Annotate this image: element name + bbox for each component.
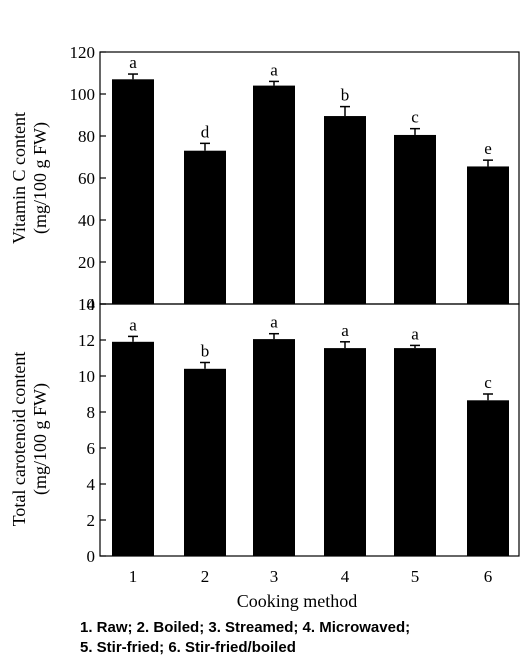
- vitamin-c-y-tick-label: 0: [87, 295, 96, 314]
- carotenoid-bar-2: [184, 368, 226, 556]
- carotenoid-bar-1: [112, 341, 154, 556]
- x-tick-label: 5: [411, 567, 420, 586]
- vitamin-c-significance-letter-2: d: [201, 122, 210, 141]
- x-tick-label: 6: [484, 567, 493, 586]
- vitamin-c-bar-5: [394, 134, 436, 304]
- legend-line-2: 5. Stir-fried; 6. Stir-fried/boiled: [80, 639, 296, 656]
- x-tick-label: 3: [270, 567, 279, 586]
- vitamin-c-bar-4: [324, 116, 366, 304]
- vitamin-c-significance-letter-5: c: [411, 108, 419, 127]
- carotenoid-significance-letter-5: a: [411, 324, 419, 343]
- carotenoid-y-tick-label: 2: [87, 511, 96, 530]
- vitamin-c-significance-letter-1: a: [129, 53, 137, 72]
- vitamin-c-y-tick-label: 100: [70, 85, 96, 104]
- carotenoid-bar-4: [324, 348, 366, 556]
- carotenoid-y-tick-label: 12: [78, 331, 95, 350]
- vitamin-c-y-axis-label-line2: (mg/100 g FW): [30, 122, 51, 234]
- carotenoid-bar-5: [394, 348, 436, 556]
- carotenoid-panel: Total carotenoid content (mg/100 g FW) 0…: [9, 295, 520, 566]
- carotenoid-significance-letter-4: a: [341, 321, 349, 340]
- legend-line-1: 1. Raw; 2. Boiled; 3. Streamed; 4. Micro…: [80, 619, 411, 636]
- carotenoid-significance-letter-3: a: [270, 313, 278, 332]
- x-axis: 1 2 3 4 5 6: [129, 550, 493, 586]
- vitamin-c-y-tick-label: 60: [78, 169, 95, 188]
- carotenoid-y-tick-label: 0: [87, 547, 96, 566]
- carotenoid-y-tick-label: 4: [87, 475, 96, 494]
- x-tick-label: 4: [341, 567, 350, 586]
- vitamin-c-significance-letter-3: a: [270, 60, 278, 79]
- carotenoid-significance-letter-2: b: [201, 342, 210, 361]
- x-tick-label: 2: [201, 567, 210, 586]
- carotenoid-significance-letter-1: a: [129, 315, 137, 334]
- x-axis-label: Cooking method: [237, 591, 358, 611]
- vitamin-c-bar-6: [467, 166, 509, 304]
- carotenoid-bar-3: [253, 339, 295, 556]
- x-tick-label: 1: [129, 567, 138, 586]
- carotenoid-y-axis-label-line2: (mg/100 g FW): [30, 383, 51, 495]
- vitamin-c-significance-letter-4: b: [341, 86, 350, 105]
- carotenoid-plot-frame: [99, 303, 520, 557]
- vitamin-c-y-tick-label: 40: [78, 211, 95, 230]
- vitamin-c-plot-frame: [99, 51, 520, 305]
- vitamin-c-bar-3: [253, 85, 295, 304]
- carotenoid-y-tick-label: 10: [78, 367, 95, 386]
- carotenoid-bar-6: [467, 400, 509, 556]
- vitamin-c-y-tick-label: 20: [78, 253, 95, 272]
- carotenoid-y-tick-label: 14: [78, 295, 96, 314]
- carotenoid-y-axis-label-line1: Total carotenoid content: [9, 352, 29, 527]
- vitamin-c-y-tick-label: 80: [78, 127, 95, 146]
- carotenoid-y-tick-label: 8: [87, 403, 96, 422]
- vitamin-c-bar-2: [184, 150, 226, 304]
- vitamin-c-y-axis-label-line1: Vitamin C content: [9, 112, 29, 244]
- vitamin-c-significance-letter-6: e: [484, 139, 492, 158]
- vitamin-c-bar-1: [112, 79, 154, 304]
- vitamin-c-y-tick-label: 120: [70, 43, 96, 62]
- carotenoid-y-tick-label: 6: [87, 439, 96, 458]
- carotenoid-significance-letter-6: c: [484, 373, 492, 392]
- cooking-method-legend: 1. Raw; 2. Boiled; 3. Streamed; 4. Micro…: [80, 618, 525, 658]
- vitamin-c-panel: Vitamin C content (mg/100 g FW) 0 20 40 60 8…: [9, 43, 520, 314]
